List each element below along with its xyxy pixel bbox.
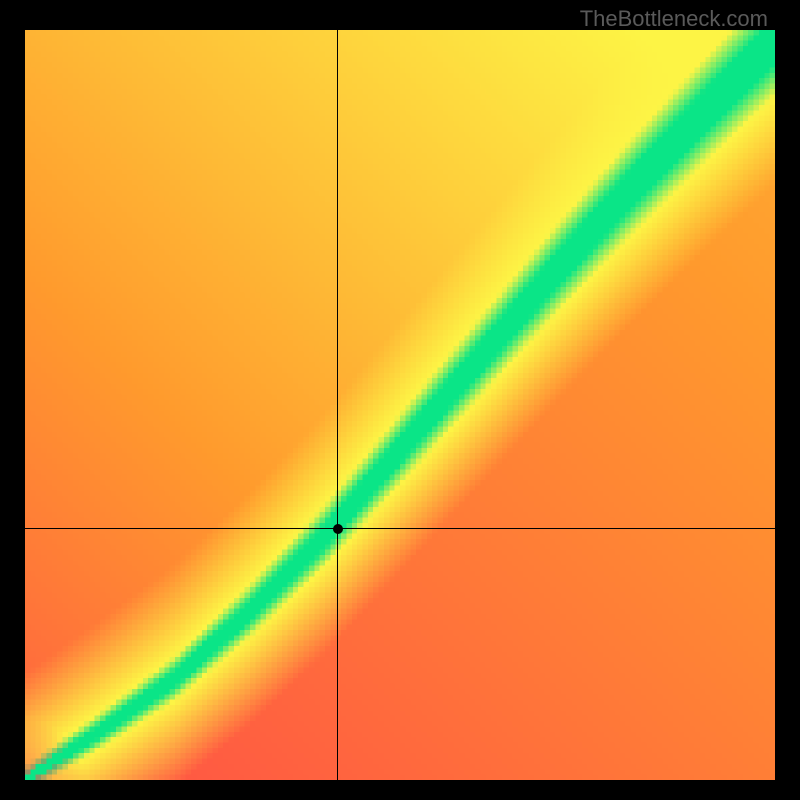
crosshair-horizontal bbox=[25, 528, 775, 529]
crosshair-vertical bbox=[337, 30, 338, 780]
watermark-text: TheBottleneck.com bbox=[580, 6, 768, 32]
heatmap-canvas bbox=[25, 30, 775, 780]
crosshair-marker bbox=[333, 524, 343, 534]
chart-container: TheBottleneck.com bbox=[0, 0, 800, 800]
heatmap-plot bbox=[25, 30, 775, 780]
